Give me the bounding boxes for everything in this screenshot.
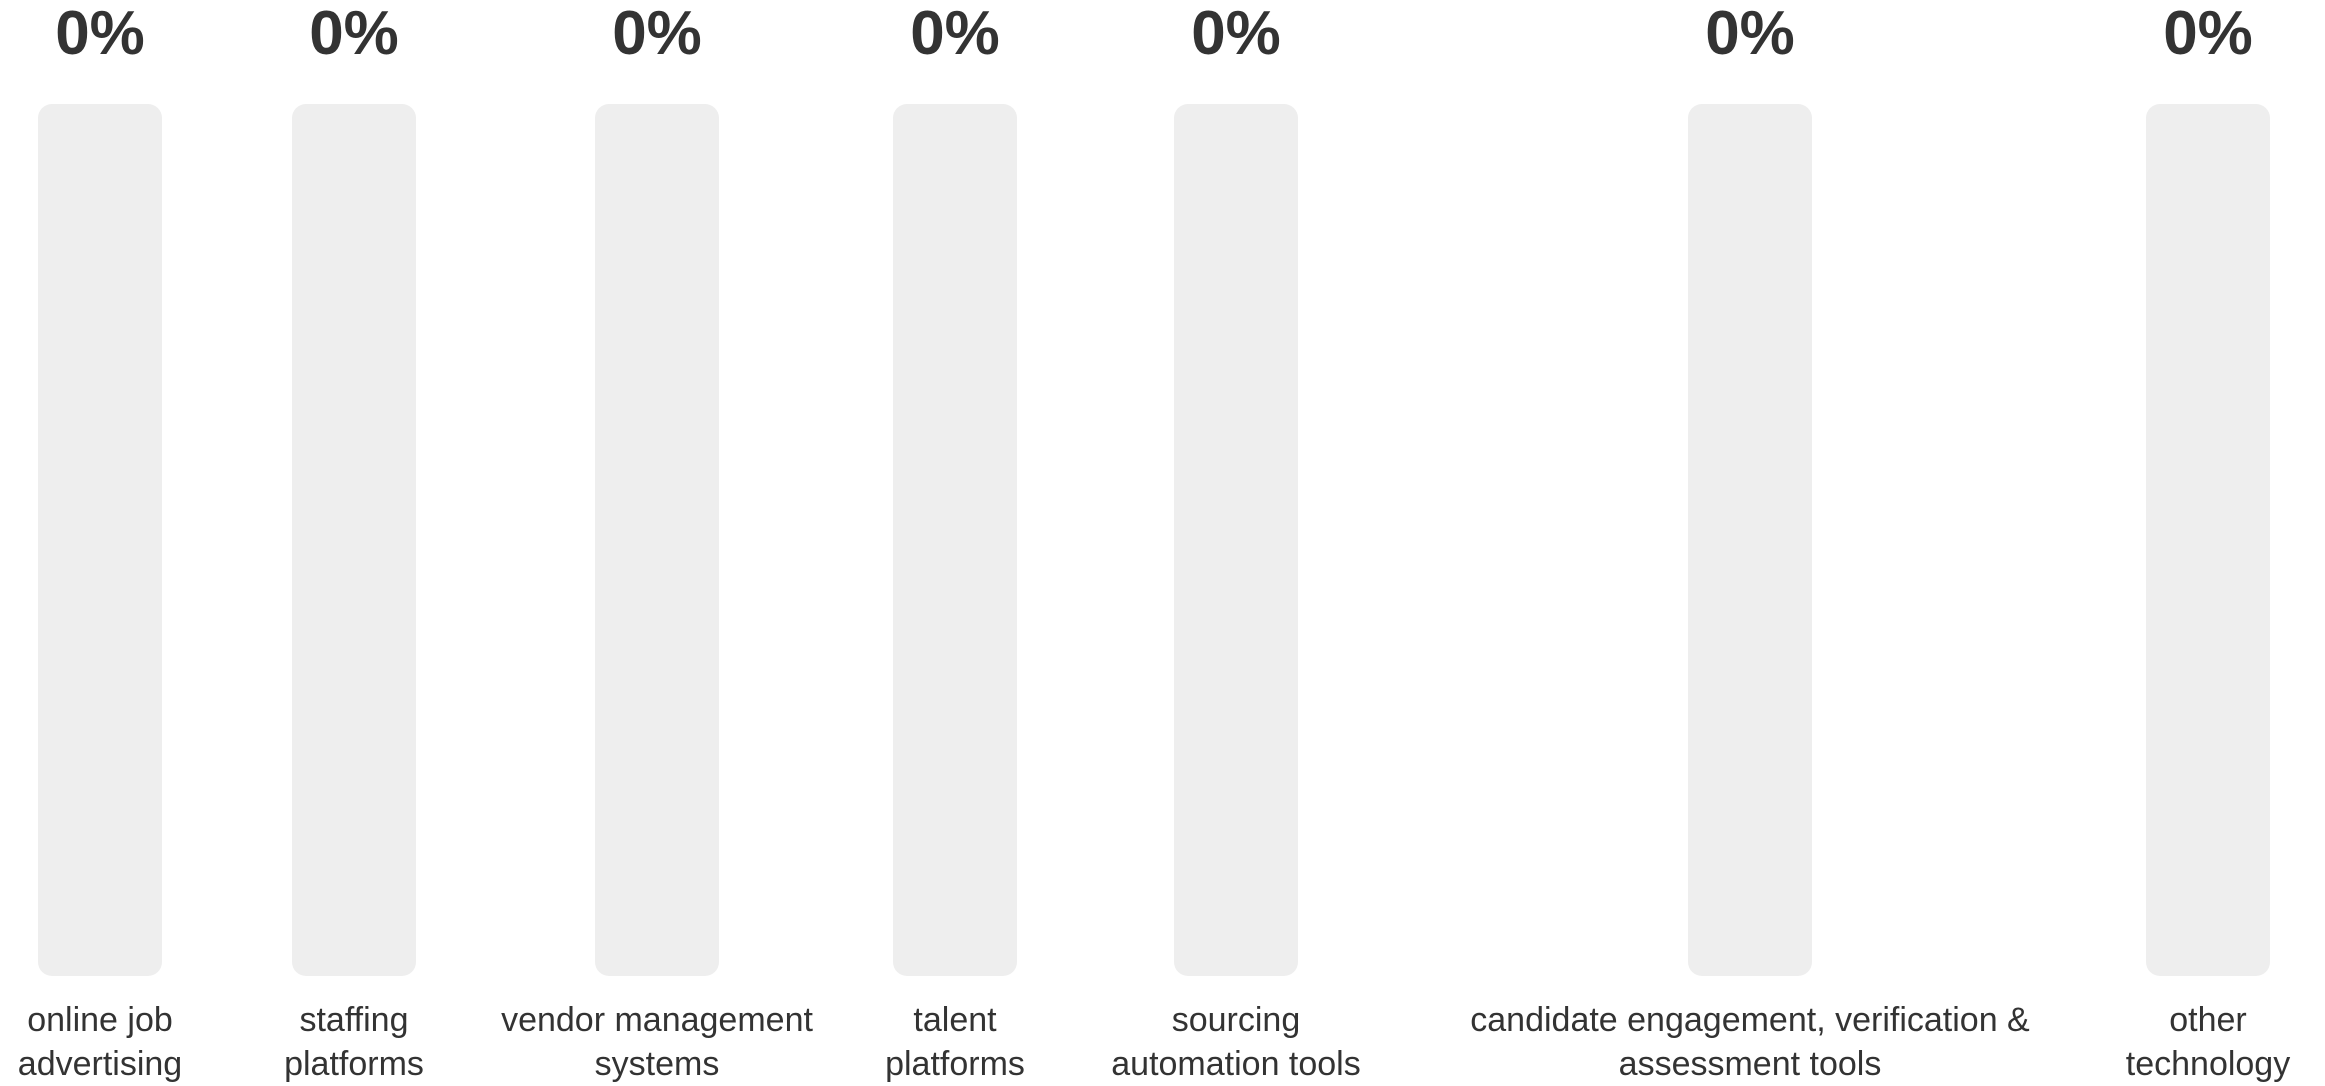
bar-column: 0% staffing platforms	[254, 0, 454, 1086]
bar-track	[595, 104, 719, 976]
bar-value-label: 0%	[612, 0, 702, 68]
bar-column: 0% other technology	[2108, 0, 2308, 1086]
bar-track	[1688, 104, 1812, 976]
bar-track	[893, 104, 1017, 976]
bar-value-label: 0%	[309, 0, 399, 68]
bar-column: 0% sourcing automation tools	[1086, 0, 1386, 1086]
bar-value-label: 0%	[55, 0, 145, 68]
category-label: sourcing automation tools	[1111, 1001, 1361, 1083]
bar-column: 0% online job advertising	[0, 0, 205, 1086]
bar-value-label: 0%	[1705, 0, 1795, 68]
bar-track	[292, 104, 416, 976]
bar-track	[1174, 104, 1298, 976]
bar-track	[38, 104, 162, 976]
bar-column: 0% talent platforms	[855, 0, 1055, 1086]
bar-track	[2146, 104, 2270, 976]
bar-value-label: 0%	[910, 0, 1000, 68]
category-label: candidate engagement, verification & ass…	[1470, 1001, 2030, 1083]
category-label: other technology	[2125, 1001, 2291, 1083]
category-label: vendor management systems	[501, 1001, 813, 1083]
category-label: online job advertising	[17, 1001, 183, 1083]
bar-column: 0% candidate engagement, verification & a…	[1430, 0, 2070, 1086]
category-label: staffing platforms	[284, 1001, 424, 1083]
category-label: talent platforms	[885, 1001, 1025, 1083]
bar-value-label: 0%	[2163, 0, 2253, 68]
bar-column: 0% vendor management systems	[477, 0, 837, 1086]
bar-value-label: 0%	[1191, 0, 1281, 68]
